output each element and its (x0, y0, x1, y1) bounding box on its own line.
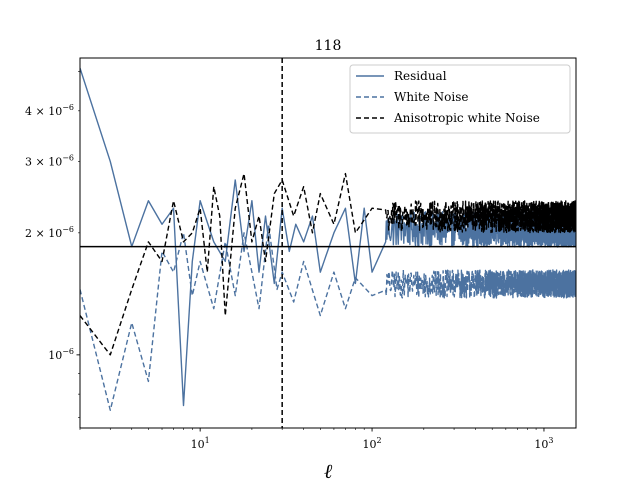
axes: 101 102 103 10−6 2 × 10−6 3 × 10−6 4 × 10−6 (25, 71, 554, 451)
series-layer (80, 67, 576, 411)
x-tick-label: 103 (534, 436, 553, 451)
y-tick-label: 2 × 10−6 (25, 225, 74, 240)
x-tick-label: 102 (363, 436, 382, 451)
legend-box (349, 64, 571, 134)
series-line-anisotropic-white-noise (80, 172, 576, 356)
legend-label: Residual (394, 69, 447, 83)
chart-title: 118 (315, 38, 342, 54)
legend-label: White Noise (394, 90, 468, 104)
x-axis-label: ℓ (324, 459, 333, 480)
y-tick-label: 3 × 10−6 (25, 153, 74, 168)
legend-label: Anisotropic white Noise (393, 111, 540, 125)
y-tick-label: 4 × 10−6 (25, 103, 74, 118)
y-tick-label: 10−6 (48, 347, 74, 362)
series-line-white-noise (80, 223, 576, 411)
x-tick-label: 101 (191, 436, 210, 451)
legend: Residual White Noise Anisotropic white Noi… (349, 64, 571, 134)
reference-lines (80, 58, 576, 428)
plot-frame (79, 57, 577, 429)
